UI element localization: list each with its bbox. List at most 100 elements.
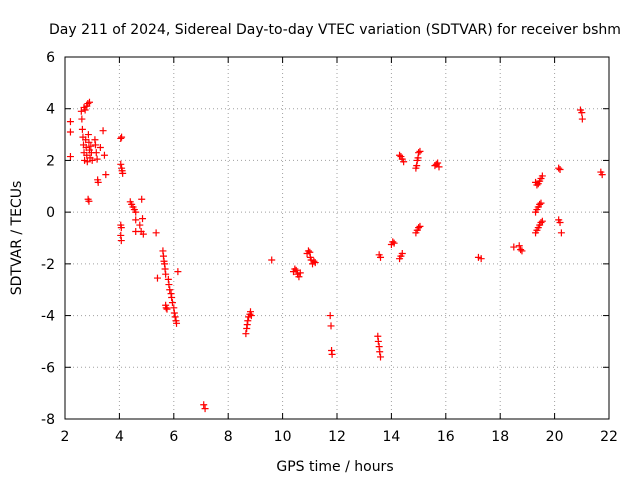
data-point [556,165,564,173]
data-point [247,312,255,320]
data-point [118,133,126,141]
data-point [557,229,565,237]
y-tick-label: -8 [41,412,55,428]
data-point [117,237,125,245]
x-tick-label: 20 [546,429,564,445]
x-tick-label: 8 [224,429,233,445]
data-point [171,313,179,321]
x-tick-label: 10 [274,429,292,445]
data-point [88,156,96,164]
data-point [152,229,160,237]
data-point [477,255,485,263]
data-point [168,299,176,307]
data-point [244,317,252,325]
data-point [416,222,424,230]
data-point [66,118,74,126]
data-point [578,115,586,123]
y-tick-label: 6 [46,50,55,66]
data-point [83,158,91,166]
data-point [377,353,385,361]
data-point [165,281,173,289]
data-point [536,200,544,208]
data-point [78,115,86,123]
data-point [85,197,93,205]
data-point [87,142,95,150]
data-point [138,195,146,203]
data-point [374,337,382,345]
data-point [556,218,564,226]
data-point [268,256,276,264]
data-point [136,221,144,229]
data-point [117,134,125,142]
data-point [100,151,108,159]
data-point [139,215,147,223]
data-point [92,149,100,157]
chart-title: Day 211 of 2024, Sidereal Day-to-day VTE… [49,22,621,38]
data-point [153,274,161,282]
data-point [85,138,93,146]
data-point [84,100,92,108]
data-point [91,141,99,149]
x-tick-label: 4 [115,429,124,445]
data-point [533,181,541,189]
x-tick-label: 2 [61,429,70,445]
data-point [389,238,397,246]
data-point [162,270,170,278]
data-point [396,151,404,159]
data-point [117,160,125,168]
data-point [66,153,74,161]
grid [65,57,609,419]
data-point [102,171,110,179]
data-point [173,319,181,327]
x-axis: 2 4 6 8 10 12 14 16 18 20 22 [61,57,618,445]
data-point [311,259,319,267]
data-point [376,348,384,356]
data-point [538,217,546,225]
data-point [201,405,209,413]
x-tick-label: 16 [437,429,455,445]
data-point [117,224,125,232]
data-point [434,159,442,167]
data-points [66,98,606,413]
data-point [537,218,545,226]
x-tick-label: 12 [328,429,346,445]
data-point [537,199,545,207]
data-point [377,253,385,261]
data-point [99,127,107,135]
data-point [162,304,170,312]
data-point [96,144,104,151]
data-point [139,230,147,238]
y-axis: -8 -6 -4 -2 0 2 4 6 [41,50,609,428]
data-point [415,149,423,157]
data-point [119,169,127,177]
x-tick-label: 14 [382,429,400,445]
data-point [242,330,250,338]
data-point [81,106,89,114]
data-point [310,257,318,265]
data-point [327,322,335,330]
y-tick-label: -4 [41,309,55,325]
y-tick-label: -2 [41,257,55,273]
data-point [85,98,93,106]
data-point [77,107,85,115]
data-point [598,171,606,179]
data-point [166,286,174,294]
x-tick-label: 22 [600,429,618,445]
data-point [326,312,334,320]
data-point [415,224,423,232]
data-point [555,164,563,172]
x-tick-label: 18 [491,429,509,445]
data-point [174,268,182,276]
data-point [538,172,546,180]
data-point [578,109,586,117]
x-axis-title: GPS time / hours [276,459,393,475]
data-point [390,239,398,247]
y-tick-label: 4 [46,102,55,118]
x-tick-label: 6 [169,429,178,445]
data-point [304,247,312,255]
data-point [163,305,171,313]
data-point [518,247,526,255]
y-axis-title: SDTVAR / TECUs [9,181,25,296]
data-point [84,131,92,139]
